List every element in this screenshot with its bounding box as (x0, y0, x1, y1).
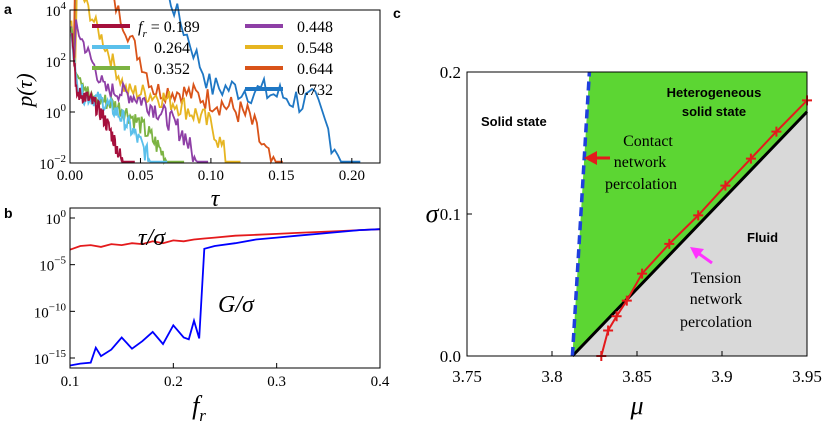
b-annotation-tau-sigma: τ/σ (138, 225, 166, 251)
a-xtick-label: 0.15 (268, 168, 294, 184)
c-tension-marker (664, 238, 675, 249)
c-contact-1: Contact (623, 133, 673, 150)
a-ytick-label: 102 (46, 51, 67, 71)
c-region-heterogeneous (572, 72, 807, 356)
c-ylabel: σ (426, 199, 440, 228)
b-annotation-g-sigma: G/σ (218, 292, 255, 318)
c-label-fluid: Fluid (747, 230, 778, 245)
c-contact-3: percolation (605, 176, 677, 193)
c-xtick-label: 3.75 (452, 367, 482, 386)
a-xlabel: τ (211, 186, 221, 212)
b-ytick-label: 100 (46, 208, 67, 228)
b-series-line (69, 228, 381, 251)
c-label-solid-state: Solid state (481, 114, 547, 129)
c-xtick-label: 3.8 (541, 367, 562, 386)
c-tension-marker (771, 126, 782, 137)
b-axes: 0.1 0.2 0.3 0.4 100 10−5 10−10 10−15 (34, 208, 390, 390)
a-legend-label: 0.548 (297, 40, 333, 57)
c-ytick-label: 0.1 (440, 205, 461, 224)
a-legend-label: 0.264 (154, 40, 190, 57)
c-tension-1: Tension (691, 270, 741, 287)
a-ytick-label: 100 (46, 102, 67, 122)
b-ytick-label: 10−10 (34, 301, 67, 321)
a-ylabel: p(τ) (12, 73, 37, 109)
c-label-hetero-1: Heterogeneous (667, 85, 762, 100)
c-tension-marker (603, 325, 614, 336)
a-ytick-label: 10−2 (39, 153, 66, 173)
a-plot-frame (69, 9, 381, 164)
a-series-line-0.448 (70, 19, 209, 163)
a-series-line-0.644 (70, 0, 283, 165)
b-xtick-label: 0.1 (61, 374, 80, 390)
c-dashed-boundary (570, 71, 592, 357)
c-axes: 3.75 3.8 3.85 3.9 3.95 0.0 0.1 0.2 (440, 63, 822, 386)
c-xtick-label: 3.85 (622, 367, 652, 386)
a-ytick-label: 104 (46, 0, 67, 20)
c-tension-marker (745, 153, 756, 164)
c-tension-marker (693, 210, 704, 221)
b-xtick-label: 0.4 (371, 374, 390, 390)
c-tension-2: network (690, 291, 742, 308)
c-regions (570, 71, 812, 361)
a-xtick-label: 0.05 (127, 168, 153, 184)
a-xtick-label: 0.00 (57, 168, 83, 184)
b-xtick-label: 0.2 (164, 374, 183, 390)
c-ytick-label: 0.0 (440, 347, 461, 366)
b-xtick-label: 0.3 (267, 374, 286, 390)
c-contact-arrow (584, 151, 610, 165)
b-plot-frame (69, 207, 381, 369)
c-xtick-label: 3.9 (711, 367, 732, 386)
panel-label-a: a (4, 1, 12, 17)
panel-label-b: b (4, 205, 13, 221)
c-tension-marker (621, 295, 632, 306)
c-tension-marker (637, 268, 648, 279)
b-series-group (69, 228, 381, 367)
a-axes: 0.00 0.05 0.10 0.15 0.20 104 102 100 10−2 (39, 0, 365, 184)
a-series-line-0.548 (70, 0, 241, 163)
a-legend-label: 0.644 (297, 61, 333, 78)
b-series-line (69, 228, 381, 367)
c-ytick-label: 0.2 (440, 63, 461, 82)
a-series-line-0.732 (70, 0, 361, 163)
c-tension-3: percolation (680, 314, 752, 331)
panel-label-c: c (393, 5, 401, 21)
c-xlabel: μ (629, 391, 643, 420)
b-ytick-label: 10−5 (39, 255, 66, 275)
panel-c: c 3.75 3.8 3.85 3.9 3.95 0.0 0.1 0.2 Solid stat… (393, 5, 822, 420)
b-ytick-label: 10−15 (34, 348, 67, 368)
a-legend-label: fr = 0.189 (138, 19, 200, 40)
c-xtick-label: 3.95 (792, 367, 822, 386)
a-xtick-label: 0.10 (198, 168, 224, 184)
a-legend-label: 0.448 (297, 19, 333, 36)
c-label-hetero-2: solid state (682, 104, 746, 119)
c-tension-arrow (690, 247, 713, 265)
a-xtick-label: 0.20 (339, 168, 365, 184)
panel-a: a 0.00 0.05 0.10 0.15 0.20 104 102 100 10−2 fr =… (4, 0, 381, 212)
b-xlabel: fr (192, 391, 206, 425)
a-legend-label: 0.732 (297, 82, 333, 99)
a-series-group (70, 0, 361, 166)
c-tension-marker (611, 311, 622, 322)
c-solid-boundary (571, 110, 809, 358)
c-contact-2: network (614, 154, 666, 171)
a-series-line-0.189 (71, 33, 135, 164)
c-tension-marker (720, 180, 731, 191)
a-legend-label: 0.352 (154, 61, 190, 78)
